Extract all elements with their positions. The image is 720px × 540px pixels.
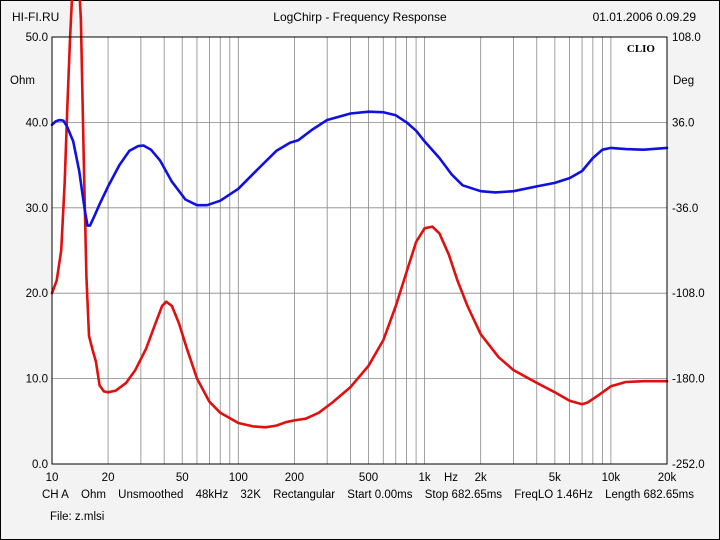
right-tick-label: -36.0	[672, 203, 698, 215]
series-lines	[50, 0, 669, 429]
right-axis-unit: Deg	[673, 75, 694, 87]
sample-rate-label: 48kHz	[195, 489, 229, 501]
series-line-impedance	[50, 0, 669, 429]
x-tick-label: 5k	[549, 472, 561, 484]
smoothing-label: Unsmoothed	[118, 489, 184, 501]
left-tick-label: 10.0	[26, 374, 48, 386]
measurement-settings: CH A Ohm Unsmoothed 48kHz 32K Rectangula…	[42, 489, 703, 501]
x-tick-label: 10	[46, 472, 59, 484]
x-tick-label: 10k	[602, 472, 621, 484]
start-label: Start 0.00ms	[347, 489, 413, 501]
left-axis-unit: Ohm	[10, 75, 35, 87]
x-tick-label: 200	[285, 472, 304, 484]
x-tick-label: 20	[102, 472, 115, 484]
length-label: Length 682.65ms	[605, 489, 694, 501]
x-tick-label: 1k	[419, 472, 431, 484]
right-tick-label: -180.0	[672, 374, 705, 386]
grid	[52, 37, 667, 464]
timestamp: 01.01.2006 0.09.29	[592, 10, 696, 24]
size-label: 32K	[240, 489, 261, 501]
channel-label: CH A	[42, 489, 69, 501]
right-tick-label: 108.0	[672, 32, 701, 44]
series-line-phase	[50, 110, 669, 227]
left-tick-label: 40.0	[26, 117, 48, 129]
x-tick-label: 100	[229, 472, 248, 484]
freqlo-label: FreqLO 1.46Hz	[514, 489, 593, 501]
window-label: Rectangular	[273, 489, 336, 501]
right-tick-label: -252.0	[672, 459, 705, 471]
x-tick-label: 20k	[658, 472, 677, 484]
site-label: HI-FI.RU	[12, 10, 60, 24]
x-tick-label: 500	[359, 472, 378, 484]
left-tick-label: 50.0	[26, 32, 48, 44]
right-tick-label: -108.0	[672, 288, 705, 300]
stop-label: Stop 682.65ms	[424, 489, 503, 501]
x-tick-label: 2k	[475, 472, 487, 484]
left-tick-label: 0.0	[32, 459, 48, 471]
left-tick-label: 20.0	[26, 288, 48, 300]
plot-border	[51, 36, 668, 465]
file-name: File: z.mlsi	[50, 511, 105, 523]
unit-label: Ohm	[81, 489, 106, 501]
right-tick-label: 36.0	[672, 117, 694, 129]
chart-title: LogChirp - Frequency Response	[273, 10, 447, 24]
x-axis-unit: Hz	[444, 472, 458, 484]
axis-ticks: 10 20 50 100 200 500 1k 2k 5k 10k 20k 0.0 10.0 20.0 30…	[26, 32, 705, 484]
clio-logo: CLIO	[627, 43, 656, 55]
plot-area	[52, 37, 667, 464]
left-tick-label: 30.0	[26, 203, 48, 215]
x-tick-label: 50	[176, 472, 189, 484]
